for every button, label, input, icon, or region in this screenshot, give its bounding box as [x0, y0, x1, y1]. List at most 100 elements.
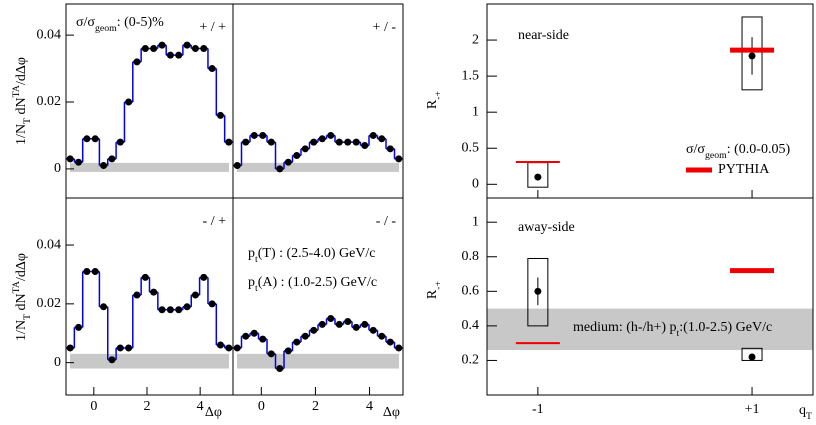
point	[66, 155, 74, 163]
point	[352, 323, 360, 331]
point	[301, 145, 309, 153]
point	[150, 44, 158, 52]
point	[395, 344, 403, 352]
panel-label: - / -	[376, 214, 397, 229]
annotation-part: : (0.0-0.05)	[727, 142, 791, 157]
point	[284, 158, 292, 166]
sys-box	[527, 257, 549, 327]
x-tick-label: 2	[312, 399, 319, 414]
point	[200, 273, 208, 281]
annotation-part: t	[677, 328, 680, 339]
annotation-part: t	[255, 254, 258, 265]
point	[108, 155, 116, 163]
y-tick-label: 0	[54, 161, 61, 176]
point	[276, 365, 284, 373]
x-tick-label: 0	[258, 399, 265, 414]
point	[259, 335, 267, 343]
y-axis-label: R-+	[425, 90, 444, 109]
point	[395, 155, 403, 163]
point	[200, 44, 208, 52]
point	[361, 320, 369, 328]
legend-label: PYTHIA	[718, 162, 770, 177]
y-axis-label: 1/NT dNTA/dΔφ	[11, 253, 33, 341]
y-tick-label: 0.5	[462, 140, 480, 155]
y-axis-label-part: -+	[433, 280, 444, 289]
point	[100, 162, 108, 170]
x-axis-label: qT	[799, 403, 812, 422]
point	[191, 44, 199, 52]
point	[386, 338, 394, 346]
y-tick-label: 0.04	[37, 237, 62, 252]
point	[225, 138, 233, 146]
point	[284, 347, 292, 355]
panel-frame	[486, 197, 814, 396]
annotation: σ/σgeom: (0.0-0.05)	[686, 142, 790, 161]
point	[158, 41, 166, 49]
point	[183, 41, 191, 49]
point	[166, 51, 174, 59]
point	[534, 287, 542, 295]
y-tick-label: 1	[472, 104, 479, 119]
point	[141, 44, 149, 52]
x-tick-label: +1	[745, 402, 760, 417]
x-tick-label: 0	[90, 399, 97, 414]
point	[318, 135, 326, 143]
point	[293, 338, 301, 346]
baseline-band	[237, 353, 399, 369]
point	[344, 138, 352, 146]
point	[208, 65, 216, 73]
point	[267, 350, 275, 358]
point	[175, 306, 183, 314]
point	[233, 344, 241, 352]
point	[378, 135, 386, 143]
point	[310, 138, 318, 146]
y-tick-label: 0.02	[37, 94, 62, 109]
annotation-part: (A) : (1.0-2.5) GeV/c	[258, 275, 377, 290]
annotation-part: geom	[95, 23, 117, 34]
annotation-part: σ/σ	[686, 142, 705, 157]
annotation: pt(A) : (1.0-2.5) GeV/c	[248, 275, 377, 294]
annotation-part: p	[248, 246, 255, 261]
baseline-band	[70, 353, 229, 369]
point	[116, 138, 124, 146]
point	[91, 135, 99, 143]
point	[175, 51, 183, 59]
point	[267, 138, 275, 146]
x-tick-label: -1	[532, 402, 544, 417]
point	[250, 329, 258, 337]
annotation-part: : (0-5)%	[117, 15, 164, 30]
y-tick-label: 0.2	[462, 353, 480, 368]
point	[327, 315, 335, 323]
annotation-part: t	[255, 283, 258, 294]
y-axis-label-part: /dΔφ	[14, 253, 29, 281]
annotation-part: geom	[705, 150, 727, 161]
y-tick-label: 0	[54, 355, 61, 370]
point	[125, 98, 133, 106]
y-tick-label: 0.8	[462, 249, 480, 264]
y-axis-label-part: -+	[433, 90, 444, 99]
annotation-part: medium: (h-/h+) p	[573, 320, 677, 335]
point	[66, 344, 74, 352]
point	[91, 268, 99, 276]
x-axis-label: Δφ	[383, 405, 400, 420]
y-tick-label: 1	[472, 214, 479, 229]
point	[318, 320, 326, 328]
y-axis-label-part: 1/N	[14, 124, 29, 145]
point	[125, 344, 133, 352]
y-axis-label-part: TA	[11, 85, 22, 97]
point	[208, 300, 216, 308]
point	[216, 341, 224, 349]
point	[75, 158, 83, 166]
panel-label: + / +	[199, 20, 226, 35]
point	[133, 291, 141, 299]
point	[534, 173, 542, 181]
y-tick-label: 0	[472, 177, 479, 192]
y-axis-label: 1/NT dNTA/dΔφ	[11, 57, 33, 145]
point	[335, 138, 343, 146]
point	[225, 344, 233, 352]
point	[141, 273, 149, 281]
point	[242, 332, 250, 340]
x-axis-label: Δφ	[205, 405, 222, 420]
